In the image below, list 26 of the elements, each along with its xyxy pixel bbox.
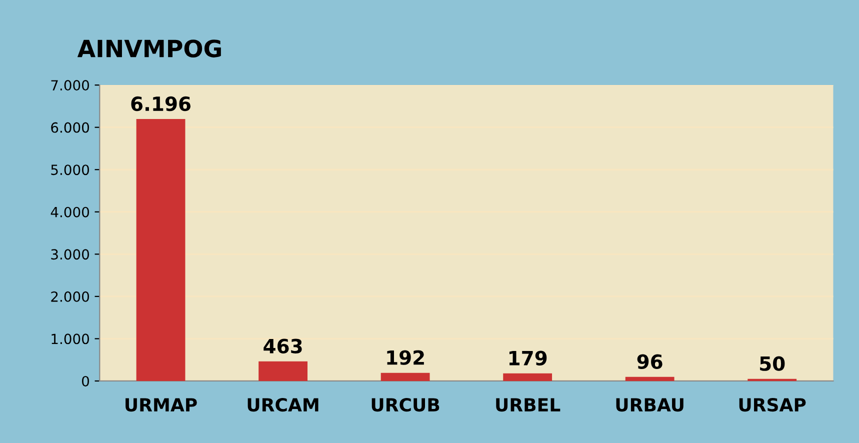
y-tick-label: 0	[82, 376, 89, 386]
x-tick-label: URMAP	[126, 398, 197, 412]
y-tick-label: 6.000	[51, 122, 89, 133]
y-tick-label: 1.000	[52, 334, 89, 344]
data-label: 96	[637, 354, 662, 369]
x-tick-label: URCAM	[248, 398, 318, 412]
x-tick-label: URCUB	[372, 398, 440, 412]
data-label: 50	[760, 356, 785, 371]
bar	[258, 361, 308, 381]
x-tick-label: URBEL	[496, 398, 560, 412]
bar	[380, 372, 430, 381]
data-label: 463	[264, 338, 302, 354]
y-tick-label: 2.000	[51, 291, 89, 302]
bar	[136, 119, 186, 381]
chart-title: AINVMPOG	[77, 40, 221, 58]
bar	[503, 373, 552, 381]
x-tick-label: URSAP	[739, 398, 806, 412]
y-tick-label: 7.000	[51, 80, 89, 91]
data-label: 192	[387, 350, 424, 365]
x-tick-label: URBAU	[616, 398, 684, 412]
bar	[625, 376, 674, 381]
data-label: 179	[509, 350, 547, 366]
y-tick-label: 4.000	[50, 206, 89, 218]
y-tick-label: 3.000	[51, 249, 89, 260]
data-label: 6.196	[131, 96, 190, 112]
y-tick-label: 5.000	[51, 164, 89, 176]
